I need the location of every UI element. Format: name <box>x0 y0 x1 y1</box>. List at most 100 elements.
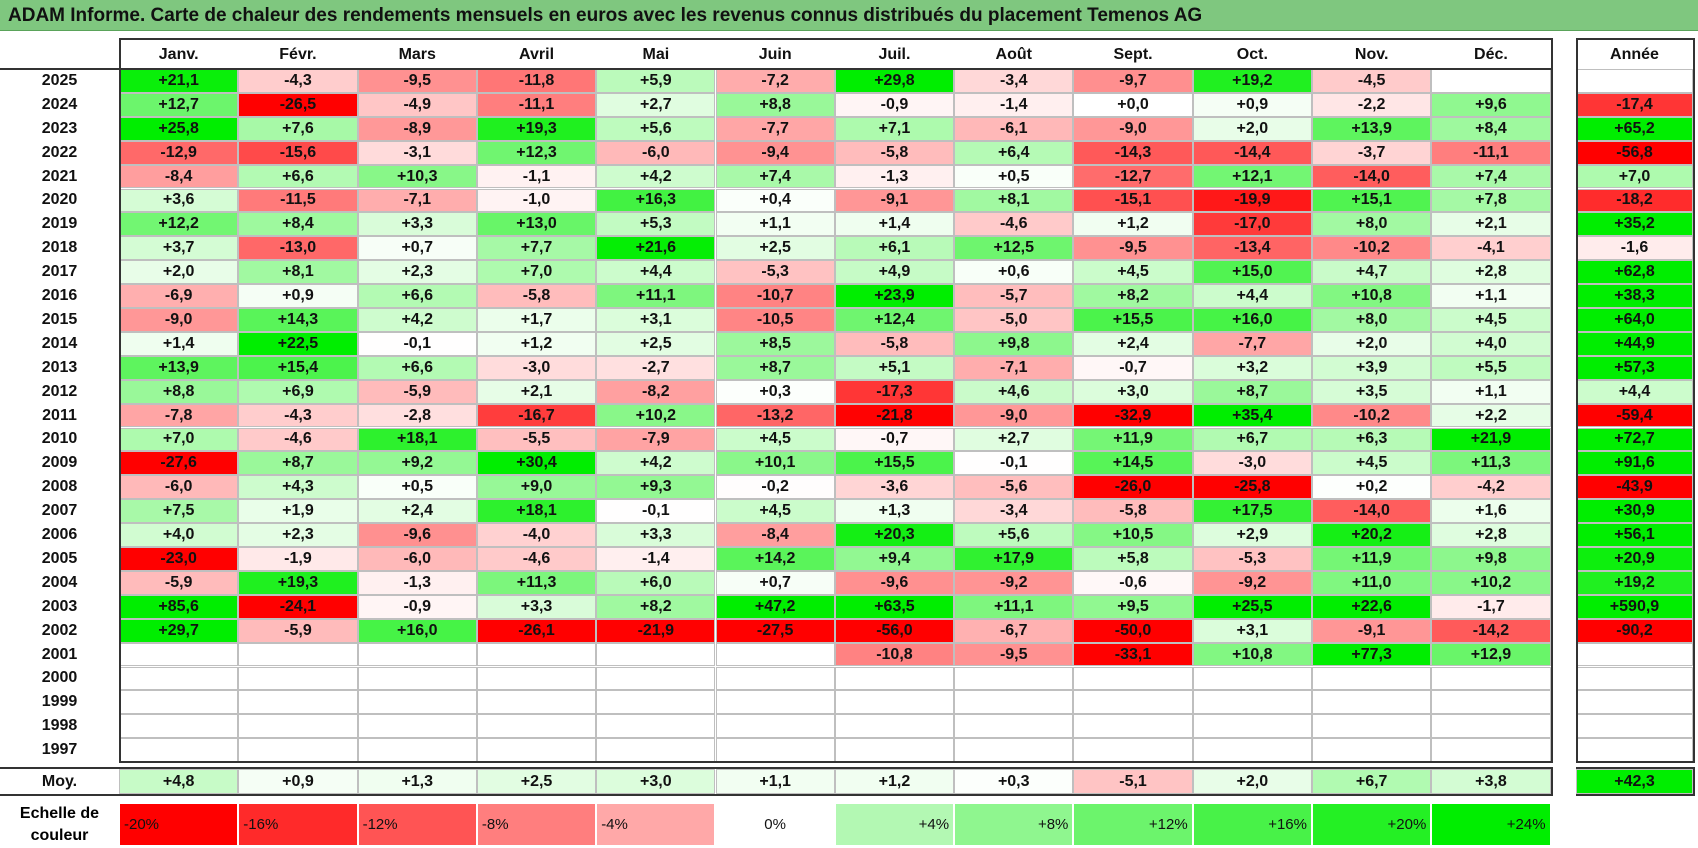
month-header: Déc. <box>1431 40 1551 69</box>
heatmap-cell: -16,7 <box>476 403 597 428</box>
heatmap-cell: +0,7 <box>715 570 835 595</box>
heatmap-cell: -8,4 <box>715 523 835 547</box>
heatmap-cell: +13,9 <box>119 355 239 380</box>
empty-cell <box>238 642 358 667</box>
heatmap-cell: +18,1 <box>476 499 597 524</box>
year-label: 1999 <box>0 690 119 715</box>
heatmap-cell: +19,3 <box>238 570 358 595</box>
heatmap-cell: +35,4 <box>1192 403 1312 428</box>
heatmap-cell: +29,8 <box>834 69 955 93</box>
empty-cell <box>1073 714 1193 739</box>
heatmap-cell: +17,5 <box>1192 499 1312 524</box>
heatmap-cell: +11,9 <box>1073 427 1193 452</box>
heatmap-cell: -5,8 <box>476 284 597 308</box>
heatmap-cell: -26,0 <box>1073 475 1193 500</box>
report-title: ADAM Informe. Carte de chaleur des rende… <box>8 5 1203 26</box>
heatmap-cell: +16,3 <box>596 188 716 213</box>
year-label: 2000 <box>0 666 119 691</box>
average-cell: +1,2 <box>834 769 955 795</box>
heatmap-cell: -1,9 <box>238 547 358 571</box>
heatmap-cell: +4,5 <box>1431 308 1551 332</box>
heatmap-cell: +4,5 <box>1073 260 1193 285</box>
annual-cell: +57,3 <box>1576 355 1693 380</box>
heatmap-cell: +25,5 <box>1192 594 1312 619</box>
annual-header: Année <box>1576 40 1693 69</box>
empty-cell <box>715 642 835 667</box>
heatmap-cell: +4,0 <box>119 523 239 547</box>
empty-cell <box>1312 714 1432 739</box>
heatmap-cell: -6,0 <box>357 547 477 571</box>
heatmap-cell: -7,1 <box>954 355 1074 380</box>
heatmap-cell: +20,2 <box>1312 523 1432 547</box>
heatmap-cell: +4,7 <box>1312 260 1432 285</box>
month-header: Sept. <box>1073 40 1193 69</box>
heatmap-cell: -27,6 <box>119 451 239 476</box>
heatmap-cell: -1,0 <box>476 188 597 213</box>
empty-cell <box>1431 666 1551 691</box>
annual-cell: +7,0 <box>1576 164 1693 189</box>
heatmap-cell: -3,0 <box>1192 451 1312 476</box>
heatmap-cell: -9,4 <box>715 140 835 165</box>
heatmap-cell: -5,5 <box>476 427 597 452</box>
annual-cell: -17,4 <box>1576 92 1693 117</box>
heatmap-cell: -32,9 <box>1073 403 1193 428</box>
heatmap-cell: +5,6 <box>596 116 716 141</box>
heatmap-cell: -4,1 <box>1431 236 1551 261</box>
heatmap-cell: -9,1 <box>1312 618 1432 643</box>
heatmap-cell: -19,9 <box>1192 188 1312 213</box>
empty-cell <box>715 738 835 763</box>
empty-cell <box>357 642 477 667</box>
heatmap-cell: -5,0 <box>954 308 1074 332</box>
empty-cell <box>476 642 597 667</box>
annual-cell: -1,6 <box>1576 236 1693 261</box>
year-label: 2015 <box>0 308 119 332</box>
heatmap-cell: -10,8 <box>834 642 955 667</box>
heatmap-cell: +7,0 <box>119 427 239 452</box>
heatmap-cell: +4,2 <box>357 308 477 332</box>
heatmap-cell: -5,7 <box>954 284 1074 308</box>
heatmap-cell: -6,0 <box>119 475 239 500</box>
heatmap-cell: -0,9 <box>834 92 955 117</box>
heatmap-cell: +3,2 <box>1192 355 1312 380</box>
heatmap-cell: +10,3 <box>357 164 477 189</box>
heatmap-cell: +8,8 <box>715 92 835 117</box>
heatmap-cell: -11,5 <box>238 188 358 213</box>
heatmap-cell: +12,7 <box>119 92 239 117</box>
month-header: Avril <box>476 40 597 69</box>
annual-cell: +56,1 <box>1576 523 1693 547</box>
heatmap-cell: +0,9 <box>238 284 358 308</box>
heatmap-cell: -6,9 <box>119 284 239 308</box>
heatmap-cell: +0,5 <box>954 164 1074 189</box>
heatmap-cell: +6,7 <box>1192 427 1312 452</box>
heatmap-cell: -13,2 <box>715 403 835 428</box>
heatmap-cell: +18,1 <box>357 427 477 452</box>
heatmap-cell: +9,6 <box>1431 92 1551 117</box>
heatmap-cell: +6,6 <box>357 355 477 380</box>
color-scale-stop: +16% <box>1192 803 1312 847</box>
heatmap-cell: -2,8 <box>357 403 477 428</box>
heatmap-cell: -0,2 <box>715 475 835 500</box>
heatmap-cell: -12,7 <box>1073 164 1193 189</box>
annual-cell: +590,9 <box>1576 594 1693 619</box>
color-scale-label: Echelle de couleur <box>19 805 100 845</box>
heatmap-cell: -5,8 <box>834 331 955 356</box>
heatmap-cell: +0,0 <box>1073 92 1193 117</box>
heatmap-cell: -4,3 <box>238 403 358 428</box>
heatmap-cell: +4,2 <box>596 451 716 476</box>
heatmap-cell: +13,0 <box>476 212 597 237</box>
empty-cell <box>1192 738 1312 763</box>
heatmap-cell: +7,4 <box>1431 164 1551 189</box>
year-label: 2007 <box>0 499 119 524</box>
heatmap-cell: +2,7 <box>954 427 1074 452</box>
year-label: 2018 <box>0 236 119 261</box>
empty-cell <box>1312 666 1432 691</box>
heatmap-cell: +2,8 <box>1431 523 1551 547</box>
annual-cell: +30,9 <box>1576 499 1693 524</box>
heatmap-cell: +5,3 <box>596 212 716 237</box>
heatmap-cell: -3,4 <box>954 69 1074 93</box>
heatmap-cell: -4,6 <box>238 427 358 452</box>
empty-cell <box>357 690 477 715</box>
heatmap-cell: -7,8 <box>119 403 239 428</box>
color-scale-stop: -12% <box>357 803 477 847</box>
